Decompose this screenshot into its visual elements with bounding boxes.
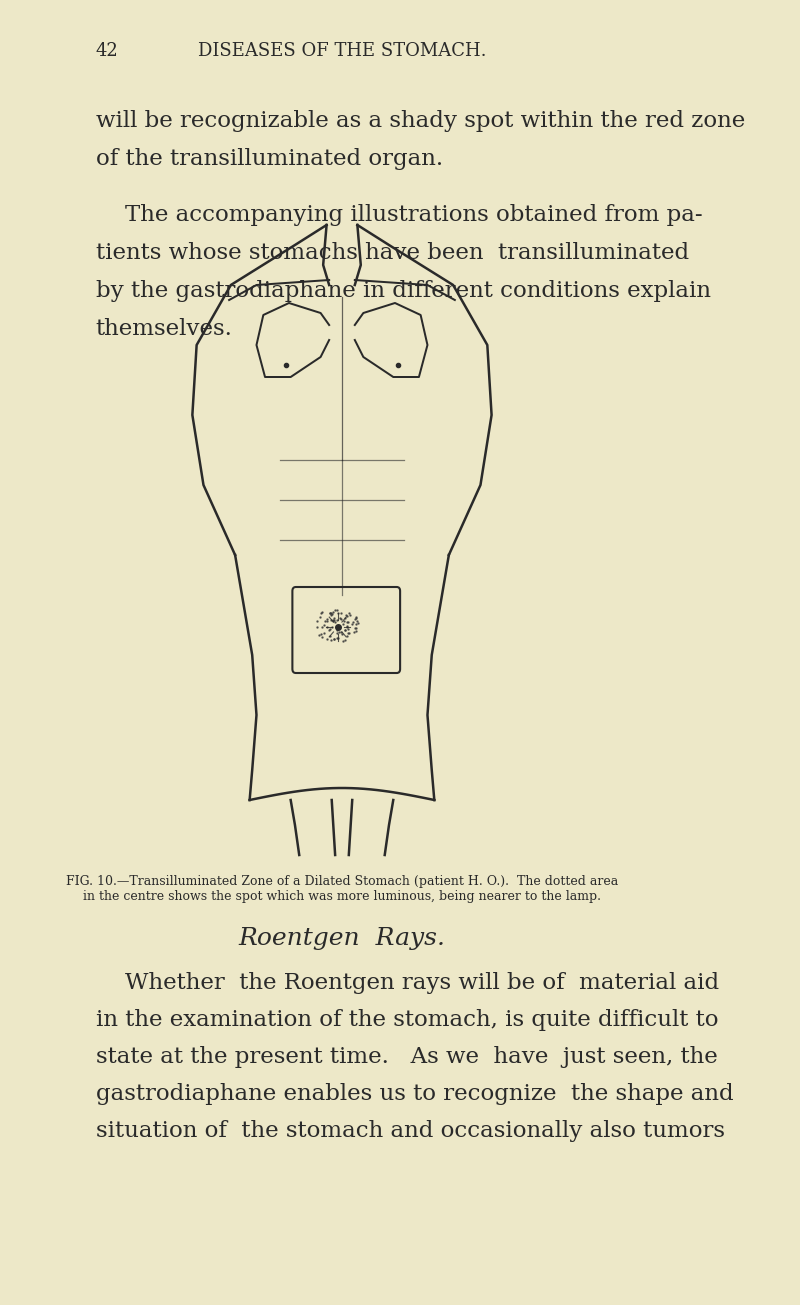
Text: will be recognizable as a shady spot within the red zone: will be recognizable as a shady spot wit…: [96, 110, 745, 132]
Text: themselves.: themselves.: [96, 318, 233, 341]
Text: state at the present time.   As we  have  just seen, the: state at the present time. As we have ju…: [96, 1047, 718, 1067]
Text: situation of  the stomach and occasionally also tumors: situation of the stomach and occasionall…: [96, 1120, 725, 1142]
Text: The accompanying illustrations obtained from pa-: The accompanying illustrations obtained …: [96, 204, 702, 226]
Text: by the gastrodiaphane in different conditions explain: by the gastrodiaphane in different condi…: [96, 281, 710, 301]
Text: of the transilluminated organ.: of the transilluminated organ.: [96, 147, 443, 170]
Text: Roentgen  Rays.: Roentgen Rays.: [238, 927, 446, 950]
Text: DISEASES OF THE STOMACH.: DISEASES OF THE STOMACH.: [198, 42, 486, 60]
Text: 42: 42: [96, 42, 118, 60]
Text: Whether  the Roentgen rays will be of  material aid: Whether the Roentgen rays will be of mat…: [96, 972, 719, 994]
Text: in the examination of the stomach, is quite difficult to: in the examination of the stomach, is qu…: [96, 1009, 718, 1031]
Text: gastrodiaphane enables us to recognize  the shape and: gastrodiaphane enables us to recognize t…: [96, 1083, 734, 1105]
Text: tients whose stomachs have been  transilluminated: tients whose stomachs have been transill…: [96, 241, 689, 264]
Text: FIG. 10.—Transilluminated Zone of a Dilated Stomach (patient H. O.).  The dotted: FIG. 10.—Transilluminated Zone of a Dila…: [66, 874, 618, 887]
Text: in the centre shows the spot which was more luminous, being nearer to the lamp.: in the centre shows the spot which was m…: [83, 890, 601, 903]
